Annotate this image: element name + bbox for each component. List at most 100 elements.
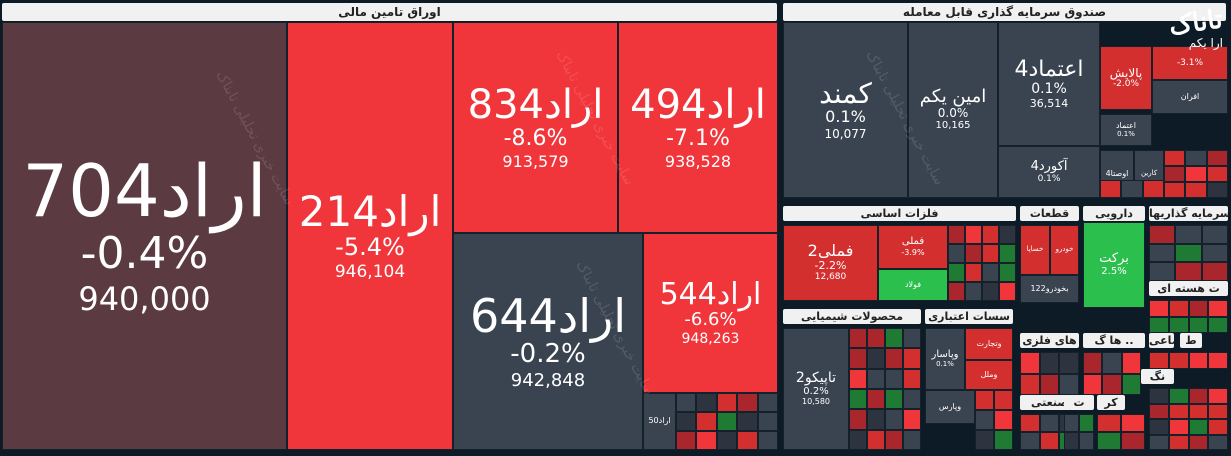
treemap-cell[interactable] [1208, 434, 1228, 450]
treemap-cell[interactable] [885, 409, 903, 430]
treemap-cell[interactable] [994, 390, 1013, 410]
treemap-cell[interactable] [1185, 166, 1207, 182]
treemap-cell[interactable] [1206, 182, 1228, 198]
treemap-cell[interactable] [1149, 225, 1176, 244]
treemap-cell[interactable] [948, 225, 965, 244]
treemap-cell[interactable] [1079, 414, 1094, 432]
treemap-cell[interactable] [1149, 434, 1169, 450]
treemap-cell[interactable] [1149, 300, 1169, 317]
treemap-cell[interactable] [1208, 403, 1228, 419]
treemap-cell[interactable] [965, 282, 982, 301]
treemap-cell[interactable] [676, 431, 697, 450]
treemap-tile[interactable]: اراد644 -0.2% 942,848 [453, 233, 643, 450]
treemap-cell[interactable] [1185, 150, 1207, 166]
treemap-cell[interactable] [1208, 316, 1228, 333]
treemap-cell[interactable] [1020, 373, 1040, 395]
treemap-cell[interactable] [1059, 352, 1079, 374]
treemap-cell[interactable] [1083, 373, 1103, 395]
treemap-tile[interactable]: فولاد [878, 269, 948, 301]
treemap-cell[interactable] [1188, 352, 1209, 369]
treemap-cell[interactable] [757, 412, 778, 431]
treemap-cell[interactable] [903, 389, 921, 410]
treemap-cell[interactable] [1164, 150, 1186, 166]
treemap-tile[interactable]: خساپا [1020, 225, 1050, 275]
treemap-cell[interactable] [696, 431, 717, 450]
treemap-cell[interactable] [1064, 414, 1079, 432]
treemap-cell[interactable] [1121, 414, 1145, 432]
treemap-cell[interactable] [867, 429, 885, 450]
treemap-tile[interactable]: افران [1152, 80, 1228, 114]
treemap-cell[interactable] [1168, 352, 1189, 369]
treemap-cell[interactable] [903, 328, 921, 349]
treemap-cell[interactable] [716, 431, 738, 450]
treemap-cell[interactable] [999, 244, 1016, 263]
treemap-tile[interactable]: اراد834 -8.6% 913,579 [453, 22, 618, 233]
treemap-cell[interactable] [737, 412, 758, 431]
treemap-cell[interactable] [737, 393, 758, 412]
treemap-cell[interactable] [1206, 166, 1228, 182]
treemap-tile[interactable]: اراد494 -7.1% 938,528 [618, 22, 778, 233]
treemap-cell[interactable] [1168, 434, 1189, 450]
treemap-cell[interactable] [885, 368, 903, 389]
treemap-cell[interactable] [849, 328, 867, 349]
treemap-tile[interactable]: کمند 0.1% 10,077 [783, 22, 908, 198]
treemap-cell[interactable] [1208, 388, 1228, 404]
treemap-tile[interactable]: اراد214 -5.4% 946,104 [287, 22, 453, 450]
treemap-cell[interactable] [965, 244, 982, 263]
treemap-cell[interactable] [885, 328, 903, 349]
treemap-cell[interactable] [1039, 352, 1060, 374]
treemap-cell[interactable] [885, 429, 903, 450]
treemap-cell[interactable] [1142, 180, 1164, 198]
treemap-cell[interactable] [903, 348, 921, 369]
treemap-tile[interactable]: امین یکم 0.0% 10,165 [908, 22, 998, 198]
treemap-cell[interactable] [1188, 419, 1209, 435]
treemap-cell[interactable] [716, 393, 738, 412]
treemap-tile[interactable]: فملی2 -2.2% 12,680 [783, 225, 878, 301]
treemap-tile[interactable]: اراد704 -0.4% 940,000 [2, 22, 287, 450]
treemap-cell[interactable] [965, 225, 982, 244]
treemap-cell[interactable] [757, 393, 778, 412]
treemap-cell[interactable] [1102, 373, 1122, 395]
treemap-cell[interactable] [1164, 166, 1186, 182]
treemap-cell[interactable] [1188, 316, 1209, 333]
treemap-cell[interactable] [1083, 352, 1103, 374]
treemap-cell[interactable] [1149, 419, 1169, 435]
treemap-cell[interactable] [999, 282, 1016, 301]
treemap-cell[interactable] [994, 430, 1013, 450]
treemap-cell[interactable] [994, 410, 1013, 430]
treemap-cell[interactable] [1188, 434, 1209, 450]
treemap-cell[interactable] [975, 390, 994, 410]
treemap-tile[interactable]: اعتماد4 0.1% 36,514 [998, 22, 1100, 146]
treemap-cell[interactable] [1079, 432, 1094, 450]
treemap-cell[interactable] [1100, 180, 1122, 198]
treemap-cell[interactable] [999, 225, 1016, 244]
treemap-cell[interactable] [1121, 352, 1141, 374]
treemap-cell[interactable] [1188, 403, 1209, 419]
treemap-cell[interactable] [1149, 352, 1169, 369]
treemap-cell[interactable] [1175, 262, 1202, 281]
treemap-tile[interactable]: اراد50 [643, 393, 676, 450]
treemap-cell[interactable] [676, 412, 697, 431]
treemap-cell[interactable] [1201, 262, 1228, 281]
treemap-cell[interactable] [948, 263, 965, 282]
treemap-cell[interactable] [1121, 180, 1143, 198]
treemap-cell[interactable] [1188, 300, 1209, 317]
treemap-cell[interactable] [975, 410, 994, 430]
treemap-cell[interactable] [867, 389, 885, 410]
treemap-cell[interactable] [1039, 414, 1060, 432]
treemap-cell[interactable] [737, 431, 758, 450]
treemap-cell[interactable] [1208, 300, 1228, 317]
treemap-cell[interactable] [849, 409, 867, 430]
treemap-cell[interactable] [1020, 352, 1040, 374]
treemap-cell[interactable] [867, 328, 885, 349]
treemap-cell[interactable] [948, 282, 965, 301]
treemap-cell[interactable] [1097, 432, 1121, 450]
treemap-cell[interactable] [885, 389, 903, 410]
treemap-cell[interactable] [982, 282, 999, 301]
treemap-tile[interactable]: تاپیکو2 0.2% 10,580 [783, 328, 849, 450]
treemap-cell[interactable] [849, 348, 867, 369]
treemap-cell[interactable] [1168, 403, 1189, 419]
treemap-cell[interactable] [1149, 262, 1176, 281]
treemap-cell[interactable] [1102, 352, 1122, 374]
treemap-cell[interactable] [903, 368, 921, 389]
